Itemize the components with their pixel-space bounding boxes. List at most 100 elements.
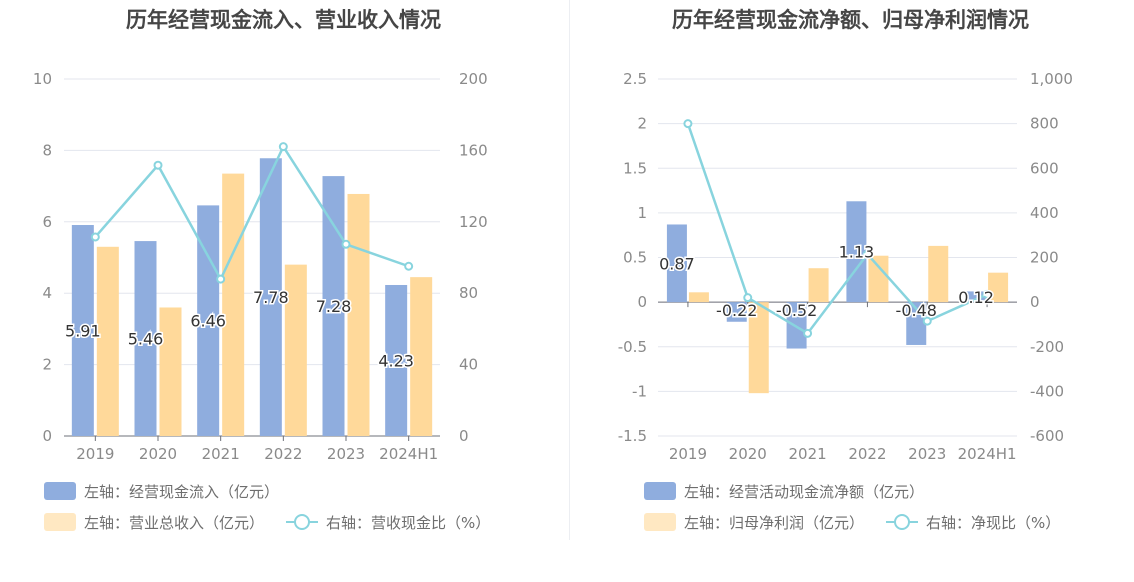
chart-plot-right: -1.5 -1 -0.5 0 0.5 1 1.5 2 2.5 -600 -400 -200 0 200 40…: [618, 70, 1073, 463]
chart-panel-right: 历年经营现金流净额、归母净利润情况 -1.5 -1 -0.5 0 0.5 1 1.5 2 2.5…: [567, 0, 1134, 582]
data-label: 1.13: [839, 243, 875, 262]
y-left-tick-label: 2: [637, 115, 647, 133]
bar: [159, 307, 182, 436]
y-left-tick-label: 2: [42, 356, 52, 374]
bar: [96, 246, 119, 436]
legend-row: 左轴：经营现金流入（亿元）: [44, 478, 301, 504]
x-tick-label: 2019: [76, 445, 114, 463]
y-left-tick-label: -1: [632, 382, 647, 400]
legend-label: 左轴：归母净利润（亿元）: [684, 513, 865, 532]
chart-title: 历年经营现金流入、营业收入情况: [126, 8, 441, 32]
line-point: [153, 160, 163, 170]
bar: [71, 225, 94, 436]
data-label: -0.52: [776, 301, 817, 320]
bar: [322, 176, 345, 436]
legend-line-swatch: [886, 513, 919, 531]
y-left-tick-label: 2.5: [623, 70, 647, 88]
data-label: 0.12: [958, 288, 994, 307]
x-tick-label: 2022: [848, 445, 886, 463]
bar: [726, 302, 747, 322]
legend-swatch: [644, 513, 676, 531]
data-label: 5.46: [128, 330, 164, 349]
bar: [748, 302, 769, 394]
legend-label: 右轴：营收现金比（%）: [326, 513, 491, 532]
bar: [259, 158, 282, 436]
x-tick-label: 2021: [202, 445, 240, 463]
y-right-tick-label: 800: [1030, 115, 1059, 133]
data-label: 4.23: [378, 351, 414, 370]
bar: [988, 272, 1009, 303]
x-tick-label: 2024H1: [379, 445, 438, 463]
chart-panel-left: 历年经营现金流入、营业收入情况 0 2 4 6 8 10 0 40 80 120 160 200 201…: [33, 8, 490, 533]
bar: [868, 255, 889, 303]
y-right-tick-label: 200: [459, 70, 488, 88]
legend-line-marker: [294, 514, 311, 530]
legend-label: 左轴：经营活动现金流净额（亿元）: [684, 482, 925, 501]
bar: [347, 193, 370, 436]
data-label: 0.87: [659, 254, 695, 273]
legend-item[interactable]: 左轴：归母净利润（亿元）: [644, 512, 864, 533]
legend-item[interactable]: 左轴：经营活动现金流净额（亿元）: [644, 481, 924, 502]
legend-label: 左轴：经营现金流入（亿元）: [84, 482, 280, 501]
bar: [222, 173, 245, 437]
legend-label: 右轴：净现比（%）: [926, 513, 1061, 532]
y-right-tick-label: 120: [459, 213, 488, 231]
panel-divider: [569, 0, 570, 540]
x-tick-label: 2020: [729, 445, 767, 463]
y-left-tick-label: -0.5: [618, 338, 647, 356]
y-left-tick-label: 6: [42, 213, 52, 231]
line-point: [278, 142, 288, 152]
legend-swatch: [44, 513, 76, 531]
bar: [808, 268, 829, 303]
y-left-tick-label: 4: [42, 284, 52, 302]
y-left-tick-label: 0: [42, 427, 52, 445]
y-right-tick-label: 400: [1030, 204, 1059, 222]
line-point: [982, 289, 992, 299]
line-point: [341, 239, 351, 249]
bar: [786, 302, 807, 349]
bar: [385, 284, 408, 436]
y-left-tick-label: -1.5: [618, 427, 647, 445]
x-tick-label: 2023: [908, 445, 946, 463]
y-left-tick-label: 8: [42, 141, 52, 159]
bar: [666, 224, 687, 303]
line-point: [803, 328, 813, 338]
y-left-tick-label: 0: [637, 293, 647, 311]
y-right-tick-label: -400: [1030, 382, 1064, 400]
bar: [284, 264, 307, 436]
bar: [688, 292, 709, 303]
bar: [410, 277, 433, 436]
legend-item[interactable]: 左轴：经营现金流入（亿元）: [44, 481, 279, 502]
line-point: [743, 293, 753, 303]
chart-plot-left: 0 2 4 6 8 10 0 40 80 120 160 200 2019 2020 2021 2022 202…: [33, 70, 488, 463]
line-series: [686, 123, 988, 336]
y-right-tick-label: 1,000: [1030, 70, 1073, 88]
line-point: [922, 316, 932, 326]
line-point: [404, 261, 414, 271]
x-tick-label: 2019: [669, 445, 707, 463]
legend-item[interactable]: 右轴：营收现金比（%）: [286, 512, 490, 533]
y-right-tick-label: 200: [1030, 249, 1059, 267]
y-left-tick-label: 1: [637, 204, 647, 222]
y-right-tick-label: -200: [1030, 338, 1064, 356]
y-right-tick-label: 0: [459, 427, 469, 445]
bar: [928, 245, 949, 303]
y-right-tick-label: 600: [1030, 159, 1059, 177]
legend-item[interactable]: 右轴：净现比（%）: [886, 512, 1060, 533]
bar: [966, 291, 987, 303]
legend-swatch: [644, 482, 676, 500]
y-right-tick-label: 80: [459, 284, 478, 302]
line-point: [683, 119, 693, 129]
line-point: [862, 249, 872, 259]
x-tick-label: 2021: [788, 445, 826, 463]
legend-line-marker: [894, 514, 911, 530]
legend-row: 左轴：经营活动现金流净额（亿元）: [644, 478, 946, 504]
x-tick-label: 2022: [264, 445, 302, 463]
x-tick-label: 2023: [327, 445, 365, 463]
y-left-tick-label: 0.5: [623, 249, 647, 267]
line-point: [90, 232, 100, 242]
legend-item[interactable]: 左轴：营业总收入（亿元）: [44, 512, 264, 533]
data-label: 6.46: [190, 312, 226, 331]
y-right-tick-label: 160: [459, 141, 488, 159]
data-label: -0.48: [896, 301, 937, 320]
